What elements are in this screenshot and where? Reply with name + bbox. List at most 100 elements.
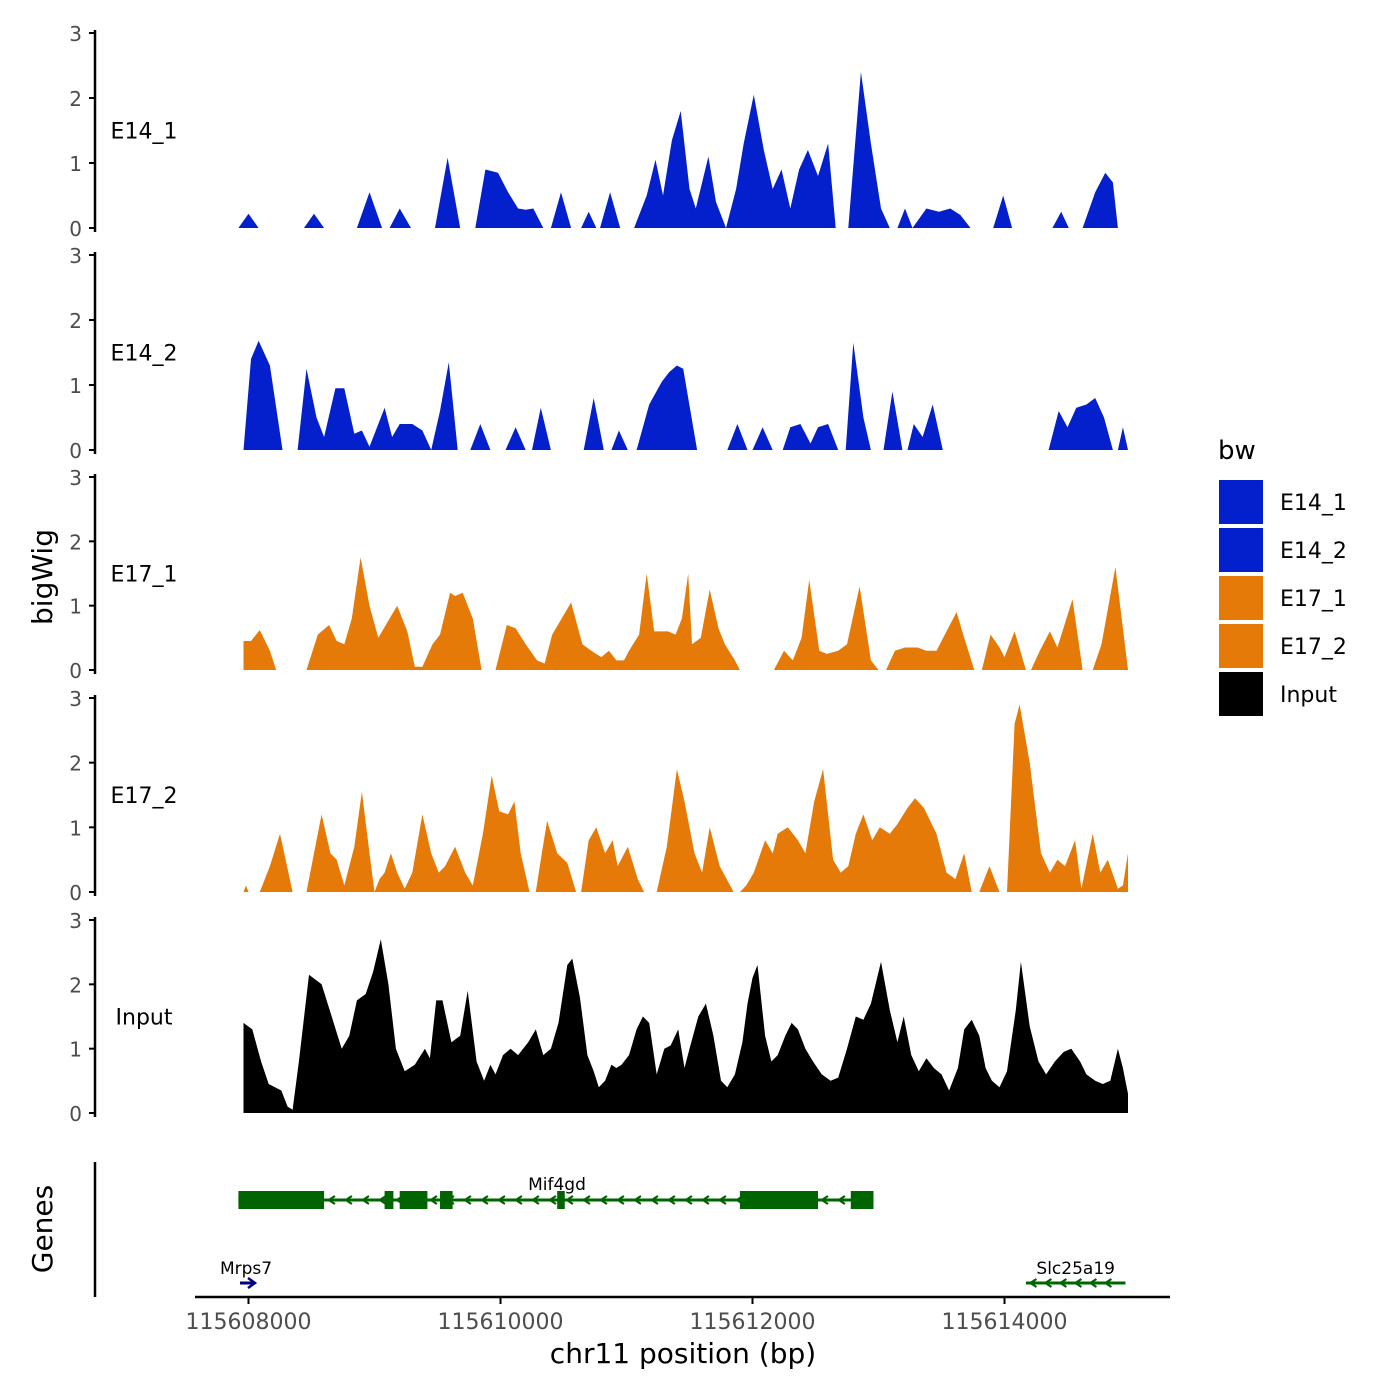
strand-arrow [547, 1195, 557, 1205]
strand-arrow [360, 1195, 370, 1205]
strand-arrow [564, 1195, 574, 1205]
legend-swatch-E14_2 [1219, 528, 1263, 572]
y-tick-label: 2 [69, 87, 82, 111]
gene-label: Mrps7 [220, 1259, 272, 1279]
gene-Mrps7: Mrps7 [220, 1259, 272, 1290]
strand-arrow [377, 1195, 387, 1205]
legend-swatch-E14_1 [1219, 480, 1263, 524]
coverage-area-E14_2 [243, 340, 1128, 450]
strand-arrow [1088, 1278, 1098, 1288]
legend-title: bw [1218, 436, 1256, 466]
gene-label: Mif4gd [528, 1175, 586, 1195]
y-axis-title: bigWig [26, 529, 59, 625]
y-tick-label: 0 [69, 881, 82, 905]
y-tick-label: 3 [69, 466, 82, 490]
y-tick-label: 1 [69, 1038, 82, 1062]
track-label: E14_1 [111, 120, 178, 145]
gene-exon [739, 1191, 819, 1209]
y-tick-label: 1 [69, 816, 82, 840]
y-tick-label: 2 [69, 752, 82, 776]
strand-arrow [700, 1195, 710, 1205]
strand-arrow [496, 1195, 506, 1205]
y-tick-label: 0 [69, 217, 82, 241]
strand-arrow [1058, 1278, 1068, 1288]
y-tick-label: 2 [69, 530, 82, 554]
strand-arrow [581, 1195, 591, 1205]
strand-arrow [1073, 1278, 1083, 1288]
legend-label: E17_2 [1280, 635, 1347, 660]
gene-exon [238, 1191, 325, 1209]
legend: bw E14_1 E14_2 E17_1 E17_2 Input [1218, 436, 1347, 716]
strand-arrow [513, 1195, 523, 1205]
y-tick-label: 2 [69, 973, 82, 997]
track-E17_2: 0 1 2 3 E17_2 [69, 687, 1128, 905]
coverage-area-Input [243, 939, 1128, 1113]
coverage-area-E14_1 [238, 72, 1118, 228]
track-Input: 0 1 2 3 Input [69, 909, 1128, 1126]
genes-axis-title: Genes [26, 1185, 59, 1273]
y-tick-label: 3 [69, 22, 82, 46]
y-tick-label: 3 [69, 244, 82, 268]
track-label: E17_2 [111, 784, 178, 809]
strand-arrow [683, 1195, 693, 1205]
legend-swatch-Input [1219, 672, 1263, 716]
strand-arrow [428, 1195, 438, 1205]
strand-arrow [1103, 1278, 1113, 1288]
strand-arrow [717, 1195, 727, 1205]
gene-Slc25a19: Slc25a19 [1025, 1259, 1126, 1288]
x-tick-label: 115612000 [690, 1310, 816, 1335]
x-tick-label: 115610000 [438, 1310, 564, 1335]
track-label: Input [116, 1006, 173, 1031]
y-tick-label: 1 [69, 374, 82, 398]
strand-arrow [1028, 1278, 1038, 1288]
y-tick-label: 0 [69, 1102, 82, 1126]
strand-arrow [530, 1195, 540, 1205]
strand-arrow [479, 1195, 489, 1205]
strand-arrow [598, 1195, 608, 1205]
coverage-tracks: 0 1 2 3 E14_1 0 1 2 3 E14_2 0 1 2 3 E17_1 0 1 2 3 E17_2 0 1 2 3… [69, 22, 1128, 1126]
x-axis-title: chr11 position (bp) [550, 1337, 816, 1370]
coverage-area-E17_2 [243, 704, 1128, 892]
legend-label: Input [1280, 683, 1337, 708]
strand-arrow [649, 1195, 659, 1205]
track-E14_1: 0 1 2 3 E14_1 [69, 22, 1118, 241]
gene-Mif4gd: Mif4gd [238, 1175, 874, 1209]
track-E17_1: 0 1 2 3 E17_1 [69, 466, 1128, 683]
legend-swatch-E17_1 [1219, 576, 1263, 620]
gene-exon [557, 1191, 565, 1209]
legend-label: E14_2 [1280, 539, 1347, 564]
gene-exon [399, 1191, 428, 1209]
track-label: E14_2 [111, 342, 178, 367]
strand-arrow [462, 1195, 472, 1205]
x-tick-label: 115614000 [942, 1310, 1068, 1335]
x-axis: 115608000 115610000 115612000 115614000 [186, 1295, 1170, 1335]
strand-arrow [326, 1195, 336, 1205]
y-tick-label: 2 [69, 309, 82, 333]
strand-arrow [1043, 1278, 1053, 1288]
y-tick-label: 3 [69, 687, 82, 711]
legend-swatch-E17_2 [1219, 624, 1263, 668]
y-tick-label: 3 [69, 909, 82, 933]
gene-exon [440, 1191, 453, 1209]
coverage-area-E17_1 [243, 557, 1128, 670]
gene-exon [384, 1191, 394, 1209]
gene-exon [850, 1191, 874, 1209]
y-tick-label: 0 [69, 659, 82, 683]
legend-label: E17_1 [1280, 587, 1347, 612]
strand-arrow [615, 1195, 625, 1205]
gene-track: Mif4gd Mrps7 Slc25a19 [93, 1162, 1126, 1297]
strand-arrow [247, 1276, 258, 1290]
strand-arrow [343, 1195, 353, 1205]
track-E14_2: 0 1 2 3 E14_2 [69, 244, 1128, 463]
x-tick-label: 115608000 [186, 1310, 312, 1335]
gene-label: Slc25a19 [1036, 1259, 1115, 1279]
y-tick-label: 0 [69, 439, 82, 463]
strand-arrow [666, 1195, 676, 1205]
y-tick-label: 1 [69, 595, 82, 619]
strand-arrow [819, 1195, 829, 1205]
track-label: E17_1 [111, 563, 178, 588]
legend-label: E14_1 [1280, 491, 1347, 516]
strand-arrow [632, 1195, 642, 1205]
strand-arrow [836, 1195, 846, 1205]
